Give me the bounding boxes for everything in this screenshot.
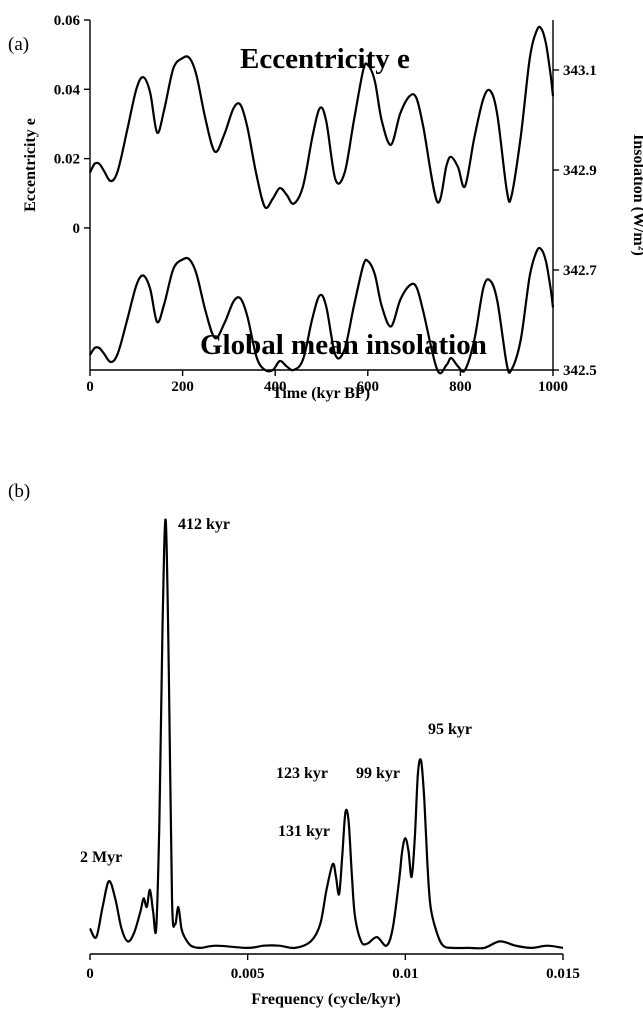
x-tick-label: 0 [86,966,94,982]
x-tick-label: 200 [171,379,194,395]
y-right-tick-label: 342.5 [563,363,597,379]
annotation-95-kyr: 95 kyr [428,721,472,738]
x-tick-label: 0.01 [392,966,418,982]
y-right-tick-label: 342.7 [563,263,597,279]
insolation-line [89,246,555,375]
y-left-tick-label: 0 [73,221,81,237]
series-label-eccentricity: Eccentricity e [240,43,410,75]
x-tick-label: 400 [264,379,287,395]
panel-b-label: (b) [8,481,30,502]
x-tick-label: 0.005 [231,966,265,982]
x-tick-label: 1000 [538,379,568,395]
x-tick-label: 0.015 [546,966,580,982]
spectrum-line [89,518,564,950]
panel-a-xlabel: Time (kyr BP) [272,385,370,402]
panel-a-ticks: 0 200 400 600 800 1000 0.06 0.04 0.02 0 343.1 342.9… [54,13,598,395]
y-left-tick-label: 0.06 [54,13,81,29]
panel-a-ylabel-right: Insolation (W/m²) [630,134,643,256]
panel-a-label: (a) [8,34,29,55]
x-tick-label: 800 [449,379,472,395]
panel-b-ticks: 0 0.005 0.01 0.015 [86,954,580,982]
panel-b-xlabel: Frequency (cycle/kyr) [251,991,400,1008]
y-left-tick-label: 0.02 [54,152,80,168]
x-tick-label: 600 [357,379,380,395]
y-right-tick-label: 342.9 [563,163,597,179]
y-left-tick-label: 0.04 [54,82,81,98]
annotation-2-myr: 2 Myr [80,849,122,866]
panel-a-curves [89,25,555,375]
y-right-tick-label: 343.1 [563,63,597,79]
annotation-99-kyr: 99 kyr [356,765,400,782]
series-label-insolation: Global mean insolation [200,329,487,361]
annotation-412-kyr: 412 kyr [178,516,230,533]
panel-a-ylabel-left: Eccentricity e [22,118,39,212]
panel-a-axes [89,20,554,371]
panel-b-curves [89,518,564,950]
annotation-131-kyr: 131 kyr [278,823,330,840]
x-tick-label: 0 [86,379,94,395]
eccentricity-line [89,25,555,210]
annotation-123-kyr: 123 kyr [276,765,328,782]
